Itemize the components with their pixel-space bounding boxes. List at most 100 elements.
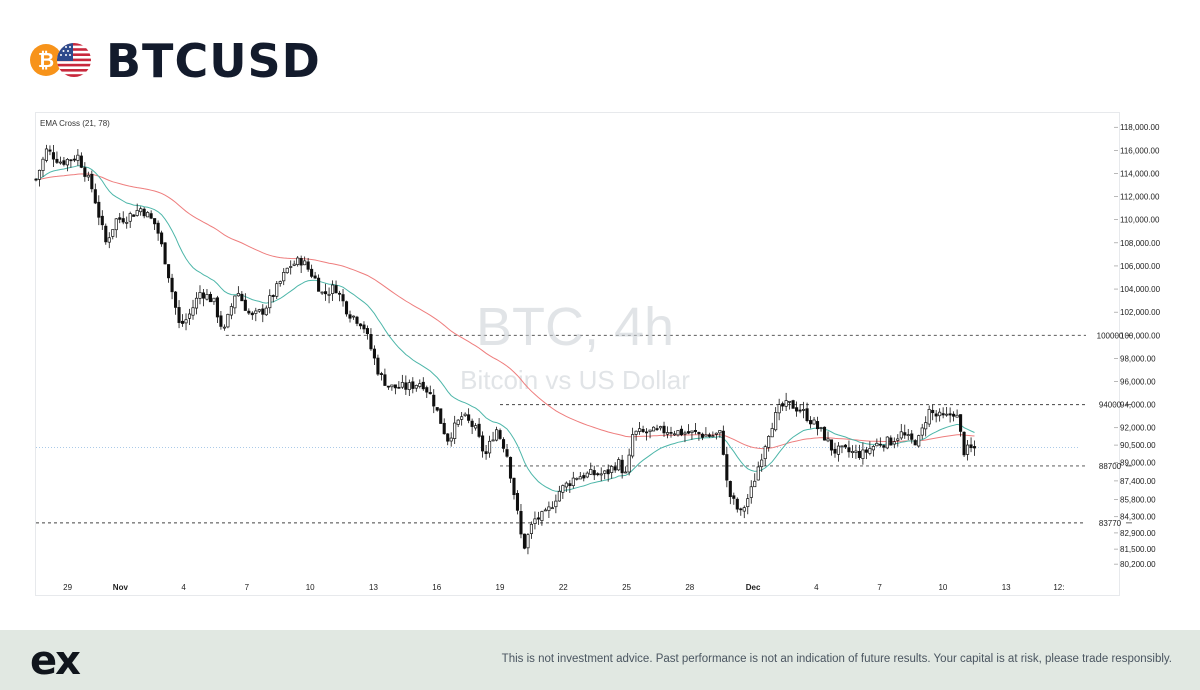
x-tick-label: 25 [622, 583, 631, 592]
candle [854, 444, 858, 459]
candle [421, 377, 425, 391]
candle [561, 484, 565, 499]
y-tick-label: 108,000.00 [1120, 239, 1161, 248]
candle [571, 471, 575, 489]
candle [665, 426, 670, 439]
candle [128, 211, 132, 228]
candle-body [972, 446, 977, 449]
candle [65, 158, 69, 172]
candle [875, 438, 879, 447]
candle-body [948, 413, 952, 416]
candle-body [317, 277, 321, 292]
candle [271, 294, 275, 303]
candle-body [568, 483, 572, 487]
candle-body [142, 208, 146, 217]
candle-body [732, 495, 736, 499]
candle-body [58, 161, 62, 164]
candle [575, 477, 579, 481]
candle [969, 437, 973, 453]
candle-body [512, 477, 516, 496]
candle [453, 415, 457, 445]
candle [843, 443, 848, 449]
candle [446, 433, 450, 446]
candle [728, 480, 732, 505]
candle [707, 432, 711, 438]
candle [679, 425, 684, 437]
candle-body [704, 434, 708, 437]
candle-body [299, 258, 303, 266]
candle [348, 310, 352, 323]
candle-body [721, 430, 725, 455]
candle [285, 267, 289, 274]
candle-body [474, 425, 478, 429]
candle [107, 232, 111, 249]
candle-body [857, 450, 861, 459]
candle-body [222, 326, 226, 329]
x-tick-label: 19 [496, 583, 505, 592]
candle-body [669, 432, 673, 434]
candle [48, 145, 52, 156]
candle-body [690, 430, 694, 434]
x-tick-label: 28 [685, 583, 694, 592]
candle [174, 291, 178, 315]
candle-body [51, 152, 55, 160]
candle [76, 149, 80, 166]
bitcoin-icon: ₿ [30, 44, 62, 76]
candle-body [809, 420, 813, 425]
candle-body [201, 292, 206, 299]
candle-body [351, 315, 356, 318]
candle [596, 472, 600, 477]
y-tick-label: 80,200.00 [1120, 560, 1156, 569]
candle [135, 203, 139, 217]
candle-body [868, 448, 872, 454]
candle [114, 218, 118, 238]
y-tick-label: 90,500.00 [1120, 441, 1156, 450]
candle [704, 427, 708, 437]
candle [442, 418, 446, 435]
candle [41, 156, 45, 177]
candle [198, 285, 202, 305]
candle-body [257, 309, 261, 312]
candle-body [107, 237, 111, 243]
candle-body [114, 218, 118, 231]
candle [669, 426, 673, 438]
candle [910, 430, 914, 444]
candle [257, 308, 261, 313]
candle [554, 494, 558, 514]
candle-body [491, 439, 495, 442]
candle-body [707, 434, 711, 437]
candle [456, 419, 460, 428]
disclaimer-text: This is not investment advice. Past perf… [501, 653, 1172, 665]
candle [484, 445, 488, 460]
candle-body [861, 449, 865, 459]
candle-body [268, 295, 272, 309]
candle-body [917, 435, 921, 447]
candle [690, 430, 694, 440]
candle-body [564, 482, 568, 488]
candle-body [892, 441, 896, 445]
candle-body [739, 508, 743, 511]
candle [372, 345, 376, 366]
candle-body [191, 307, 195, 316]
candle-body [93, 189, 97, 204]
candle-body [404, 382, 408, 390]
candle [62, 157, 66, 167]
candle [268, 289, 272, 314]
candle-body [920, 427, 924, 436]
candle [931, 404, 935, 421]
candle [83, 162, 87, 182]
candle-body [83, 167, 87, 177]
candle [501, 437, 506, 453]
candle-body [118, 217, 122, 220]
candle-body [362, 324, 366, 330]
candle-body [714, 432, 718, 435]
candle-body [254, 310, 258, 314]
header: ₿ BTCUSD [0, 0, 1200, 112]
candle-body [899, 431, 903, 439]
candle-body [358, 323, 363, 327]
candle-body [536, 517, 540, 520]
candle [749, 480, 753, 504]
candle [229, 303, 233, 320]
candle-body [679, 428, 684, 436]
candle-body [802, 409, 806, 411]
